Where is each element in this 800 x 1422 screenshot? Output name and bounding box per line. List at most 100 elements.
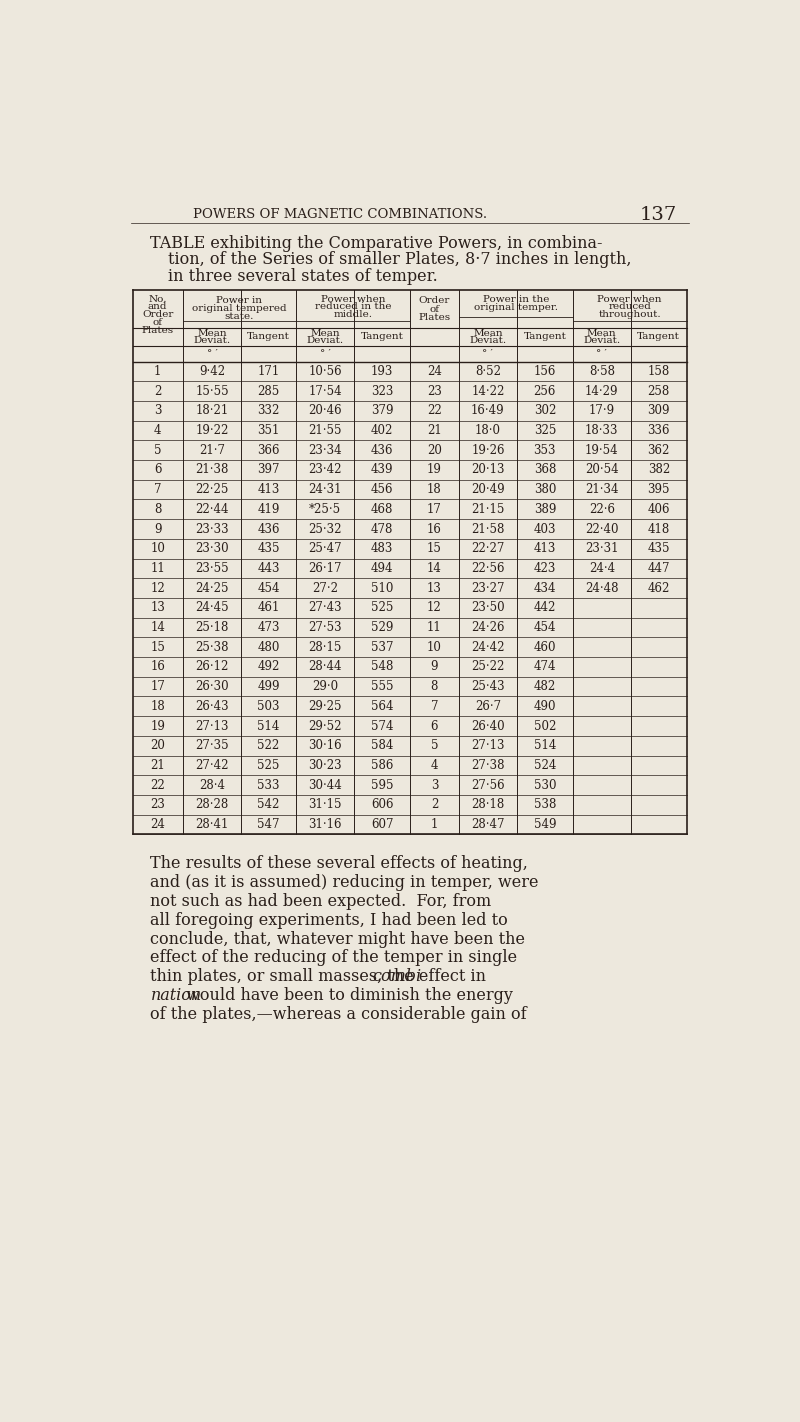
Text: 25·38: 25·38 [195, 641, 229, 654]
Text: 26·30: 26·30 [195, 680, 229, 693]
Text: combi-: combi- [372, 968, 426, 985]
Text: 18: 18 [427, 483, 442, 496]
Text: 9·42: 9·42 [199, 365, 225, 378]
Text: 397: 397 [258, 464, 280, 476]
Text: effect of the reducing of the temper in single: effect of the reducing of the temper in … [150, 950, 518, 967]
Text: 522: 522 [258, 739, 280, 752]
Text: 447: 447 [647, 562, 670, 574]
Text: 514: 514 [258, 720, 280, 732]
Text: 19·22: 19·22 [195, 424, 229, 437]
Text: 3: 3 [154, 404, 162, 417]
Text: 2: 2 [154, 384, 162, 398]
Text: Order: Order [142, 310, 174, 319]
Text: 27·43: 27·43 [308, 602, 342, 614]
Text: 564: 564 [371, 700, 394, 712]
Text: conclude, that, whatever might have been the: conclude, that, whatever might have been… [150, 930, 526, 947]
Text: 21·7: 21·7 [199, 444, 225, 456]
Text: 19: 19 [427, 464, 442, 476]
Text: 366: 366 [258, 444, 280, 456]
Text: reduced: reduced [608, 303, 651, 311]
Text: 24·4: 24·4 [589, 562, 615, 574]
Text: 28·47: 28·47 [471, 818, 505, 830]
Text: 19·54: 19·54 [585, 444, 618, 456]
Text: 23·30: 23·30 [195, 542, 229, 555]
Text: 525: 525 [371, 602, 394, 614]
Text: 9: 9 [154, 522, 162, 536]
Text: 368: 368 [534, 464, 556, 476]
Text: Deviat.: Deviat. [583, 337, 620, 346]
Text: 4: 4 [154, 424, 162, 437]
Text: 24·31: 24·31 [308, 483, 342, 496]
Text: 31·15: 31·15 [308, 798, 342, 812]
Text: 503: 503 [258, 700, 280, 712]
Text: of the plates,—whereas a considerable gain of: of the plates,—whereas a considerable ga… [150, 1005, 527, 1022]
Text: 14·22: 14·22 [471, 384, 505, 398]
Text: 26·17: 26·17 [308, 562, 342, 574]
Text: 17: 17 [427, 503, 442, 516]
Text: 380: 380 [534, 483, 556, 496]
Text: Mean: Mean [197, 330, 227, 338]
Text: TABLE exhibiting the Comparative Powers, in combina-: TABLE exhibiting the Comparative Powers,… [150, 235, 603, 252]
Text: 15: 15 [150, 641, 165, 654]
Text: 193: 193 [371, 365, 394, 378]
Text: 15: 15 [427, 542, 442, 555]
Text: 461: 461 [258, 602, 280, 614]
Text: 18·21: 18·21 [195, 404, 229, 417]
Text: 28·28: 28·28 [195, 798, 229, 812]
Text: 29·25: 29·25 [308, 700, 342, 712]
Text: 23·27: 23·27 [471, 582, 505, 594]
Text: 16: 16 [150, 660, 165, 674]
Text: 14·29: 14·29 [585, 384, 618, 398]
Text: 6: 6 [154, 464, 162, 476]
Text: 23: 23 [150, 798, 165, 812]
Text: 7: 7 [154, 483, 162, 496]
Text: 547: 547 [258, 818, 280, 830]
Text: 22·27: 22·27 [471, 542, 505, 555]
Text: 21·55: 21·55 [308, 424, 342, 437]
Text: 462: 462 [647, 582, 670, 594]
Text: 549: 549 [534, 818, 556, 830]
Text: ° ′: ° ′ [206, 350, 218, 358]
Text: 510: 510 [371, 582, 394, 594]
Text: 22: 22 [150, 779, 165, 792]
Text: 473: 473 [258, 621, 280, 634]
Text: 24·26: 24·26 [471, 621, 505, 634]
Text: *25·5: *25·5 [309, 503, 342, 516]
Text: 12: 12 [150, 582, 165, 594]
Text: 26·40: 26·40 [471, 720, 505, 732]
Text: 595: 595 [371, 779, 394, 792]
Text: reduced in the: reduced in the [314, 303, 391, 311]
Text: 21·34: 21·34 [585, 483, 618, 496]
Text: Deviat.: Deviat. [470, 337, 506, 346]
Text: Plates: Plates [142, 326, 174, 334]
Text: ° ′: ° ′ [482, 350, 494, 358]
Text: Tangent: Tangent [638, 333, 680, 341]
Text: 22·56: 22·56 [471, 562, 505, 574]
Text: 23·33: 23·33 [195, 522, 229, 536]
Text: 490: 490 [534, 700, 556, 712]
Text: 382: 382 [648, 464, 670, 476]
Text: not such as had been expected.  For, from: not such as had been expected. For, from [150, 893, 492, 910]
Text: 20·46: 20·46 [308, 404, 342, 417]
Text: 538: 538 [534, 798, 556, 812]
Text: 14: 14 [427, 562, 442, 574]
Text: 5: 5 [154, 444, 162, 456]
Text: 18: 18 [150, 700, 165, 712]
Text: 478: 478 [371, 522, 394, 536]
Text: 256: 256 [534, 384, 556, 398]
Text: 23·50: 23·50 [471, 602, 505, 614]
Text: 18·33: 18·33 [585, 424, 618, 437]
Text: 402: 402 [371, 424, 394, 437]
Text: 25·22: 25·22 [471, 660, 505, 674]
Text: 379: 379 [371, 404, 394, 417]
Text: 10: 10 [150, 542, 165, 555]
Text: 27·35: 27·35 [195, 739, 229, 752]
Text: 26·7: 26·7 [475, 700, 501, 712]
Text: 494: 494 [371, 562, 394, 574]
Text: 1: 1 [154, 365, 162, 378]
Text: 25·43: 25·43 [471, 680, 505, 693]
Text: 30·44: 30·44 [308, 779, 342, 792]
Text: 31·16: 31·16 [308, 818, 342, 830]
Text: 25·18: 25·18 [195, 621, 229, 634]
Text: 23: 23 [427, 384, 442, 398]
